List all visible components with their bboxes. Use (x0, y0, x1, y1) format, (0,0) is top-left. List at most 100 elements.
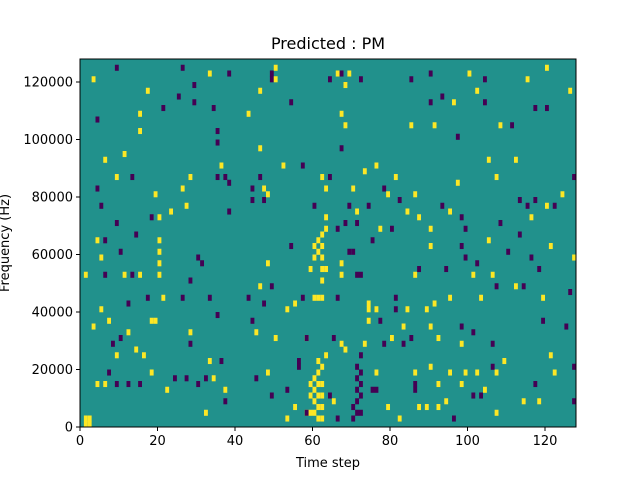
heatmap-cell (320, 231, 325, 238)
heatmap-cell (312, 243, 317, 250)
heatmap-cell (308, 392, 313, 399)
heatmap-cell (355, 398, 360, 405)
heatmap-cell (339, 110, 344, 117)
heatmap-cell (572, 363, 577, 370)
heatmap-cell (355, 409, 360, 416)
heatmap-cell (297, 358, 301, 365)
heatmap-cell (382, 340, 387, 347)
heatmap-cell (428, 323, 433, 330)
heatmap-cell (343, 122, 348, 129)
heatmap-cell (413, 191, 418, 198)
heatmap-cell (316, 415, 321, 422)
heatmap-cell (370, 386, 375, 393)
heatmap-cell (207, 70, 212, 77)
heatmap-cell (448, 369, 453, 376)
heatmap-cell (483, 76, 487, 83)
heatmap-cell (428, 99, 433, 106)
heatmap-cell (316, 404, 321, 411)
heatmap-cell (188, 277, 193, 284)
heatmap-cell (211, 375, 216, 382)
plot-frame (79, 58, 577, 428)
heatmap-cell (320, 392, 325, 399)
heatmap-cell (122, 271, 127, 278)
heatmap-cell (142, 352, 146, 359)
heatmap-cell (525, 76, 530, 83)
heatmap-cell (99, 254, 104, 261)
y-tick-label: 20000 (32, 363, 73, 378)
heatmap-cell (366, 306, 371, 313)
heatmap-cell (312, 375, 317, 382)
heatmap-cell (324, 185, 329, 192)
heatmap-cell (568, 289, 573, 296)
heatmap-cell (87, 421, 92, 428)
heatmap-cell (184, 202, 189, 209)
heatmap-cell (537, 266, 542, 273)
heatmap-cell (134, 231, 139, 238)
heatmap-cell (498, 220, 503, 227)
heatmap-cell (382, 185, 387, 192)
heatmap-cell (343, 82, 348, 89)
heatmap-cell (273, 76, 278, 83)
heatmap-cell (215, 312, 220, 319)
heatmap-cell (463, 369, 468, 376)
heatmap-cell (219, 162, 224, 169)
heatmap-cell (111, 340, 115, 347)
heatmap-cell (91, 76, 96, 83)
heatmap-cell (533, 197, 538, 204)
heatmap-cell (304, 409, 309, 416)
heatmap-cell (517, 231, 522, 238)
heatmap-cell (246, 110, 251, 117)
heatmap-cell (262, 300, 267, 307)
heatmap-cell (289, 99, 294, 106)
heatmap-cell (223, 398, 228, 405)
heatmap-cell (157, 214, 162, 221)
heatmap-cell (541, 294, 546, 301)
heatmap-cell (510, 122, 515, 129)
heatmap-cell (258, 174, 263, 181)
heatmap-cell (269, 76, 274, 83)
heatmap-cell (95, 381, 100, 388)
heatmap-cell (293, 300, 298, 307)
heatmap-cell (521, 283, 526, 290)
heatmap-cell (475, 369, 480, 376)
y-axis-ticks: 0 20000 40000 60000 80000 100000 120000 (23, 76, 80, 436)
y-tick-label: 80000 (32, 191, 73, 206)
heatmap-cell (227, 70, 232, 77)
heatmap-cell (188, 340, 193, 347)
heatmap-cell (339, 340, 344, 347)
heatmap-cell (157, 260, 162, 267)
heatmap-cell (533, 381, 538, 388)
heatmap-cell (328, 392, 332, 399)
heatmap-cell (545, 105, 549, 112)
heatmap-cell (471, 329, 476, 336)
heatmap-cell (486, 237, 491, 244)
heatmap-cell (95, 185, 100, 192)
heatmap-cell (537, 398, 542, 405)
heatmap-cell (393, 294, 398, 301)
y-tick-label: 0 (65, 421, 73, 436)
y-tick-label: 100000 (23, 133, 73, 148)
heatmap-cell (331, 335, 336, 342)
heatmap-cell (390, 335, 394, 342)
x-tick-label: 40 (227, 434, 244, 449)
heatmap-cell (153, 317, 158, 324)
heatmap-cell (320, 266, 325, 273)
heatmap-cell (215, 139, 220, 146)
heatmap-cell (269, 283, 274, 290)
heatmap-cell (339, 145, 344, 152)
heatmap-cell (529, 214, 534, 221)
heatmap-cell (370, 237, 375, 244)
heatmap-cell (374, 369, 379, 376)
heatmap-cell (343, 220, 348, 227)
heatmap-cell (359, 271, 363, 278)
heatmap-cell (99, 202, 104, 209)
heatmap-cell (548, 243, 553, 250)
heatmap-cell (444, 266, 449, 273)
heatmap-cell (300, 162, 305, 169)
heatmap-cell (533, 105, 538, 112)
heatmap-cell (359, 352, 363, 359)
heatmap-cell (572, 398, 577, 405)
heatmap-cell (475, 87, 480, 94)
heatmap-cell (130, 271, 135, 278)
heatmap-cell (494, 174, 499, 181)
